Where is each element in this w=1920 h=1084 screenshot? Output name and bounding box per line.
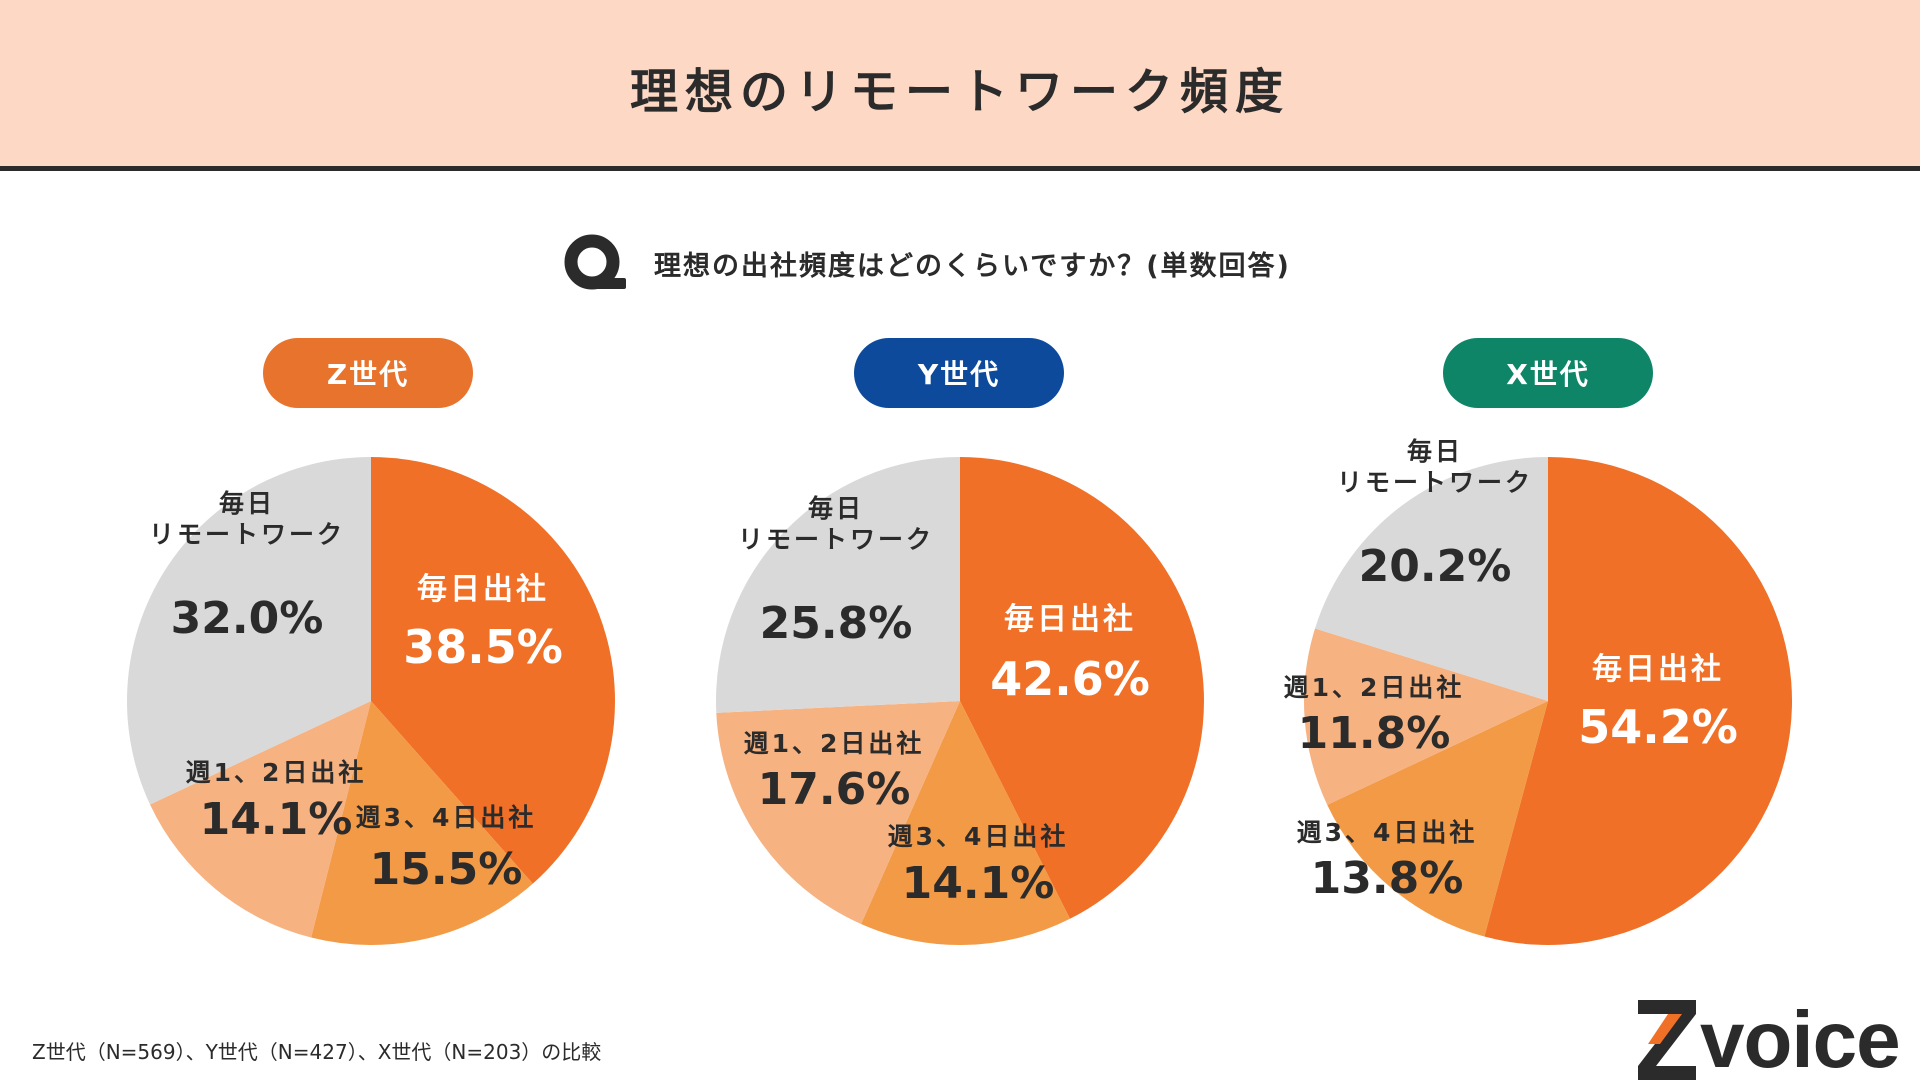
y-value-office-3-4-days: 14.1% xyxy=(902,858,1055,909)
y-slice-daily-office xyxy=(960,457,1204,919)
y-label-daily-office: 毎日出社 xyxy=(1004,602,1136,637)
x-value-daily-remote: 20.2% xyxy=(1359,541,1512,592)
z-label-daily-office: 毎日出社 xyxy=(417,572,549,607)
z-label-daily-remote: 毎日リモートワーク xyxy=(149,489,345,549)
y-gen-pill: Y世代 xyxy=(854,338,1064,408)
x-label-office-3-4-days: 週3、4日出社 xyxy=(1297,818,1478,847)
question-row: 理想の出社頻度はどのくらいですか？(単数回答) xyxy=(562,234,1291,292)
footnote: Z世代（N=569）、Y世代（N=427）、X世代（N=203）の比較 xyxy=(32,1040,602,1064)
y-slice-office-1-2-days xyxy=(716,701,960,925)
y-value-daily-office: 42.6% xyxy=(990,652,1150,706)
page-title: 理想のリモートワーク頻度 xyxy=(629,64,1290,120)
y-slice-daily-remote xyxy=(716,457,960,713)
y-label-office-3-4-days: 週3、4日出社 xyxy=(888,822,1069,851)
header-banner: 理想のリモートワーク頻度 xyxy=(0,0,1920,171)
x-value-office-1-2-days: 11.8% xyxy=(1298,708,1451,759)
z-gen-pill: Z世代 xyxy=(263,338,473,408)
z-logo-icon xyxy=(1638,1000,1696,1080)
x-slice-daily-office xyxy=(1484,457,1793,946)
y-value-daily-remote: 25.8% xyxy=(760,598,913,649)
x-slice-daily-remote xyxy=(1315,456,1548,701)
z-label-office-1-2-days: 週1、2日出社 xyxy=(186,758,367,787)
x-value-daily-office: 54.2% xyxy=(1578,700,1738,754)
z-value-daily-office: 38.5% xyxy=(403,620,563,674)
z-slice-daily-office xyxy=(371,457,616,884)
z-value-daily-remote: 32.0% xyxy=(171,593,324,644)
zvoice-logo: voice xyxy=(1638,995,1901,1084)
x-slice-office-1-2-days xyxy=(1303,628,1548,805)
x-value-office-3-4-days: 13.8% xyxy=(1311,853,1464,904)
x-label-daily-remote: 毎日リモートワーク xyxy=(1337,437,1533,497)
z-slice-office-3-4-days xyxy=(311,701,533,946)
z-value-office-1-2-days: 14.1% xyxy=(200,794,353,845)
y-value-office-1-2-days: 17.6% xyxy=(758,764,911,815)
y-slice-office-3-4-days xyxy=(861,701,1070,945)
z-label-office-3-4-days: 週3、4日出社 xyxy=(356,803,537,832)
x-gen-pill: X世代 xyxy=(1443,338,1653,408)
z-slice-daily-remote xyxy=(126,457,371,805)
q-icon xyxy=(564,234,626,290)
logo-text: voice xyxy=(1700,995,1901,1084)
z-slice-office-1-2-days xyxy=(150,701,371,938)
x-label-daily-office: 毎日出社 xyxy=(1592,652,1724,687)
y-label-daily-remote: 毎日リモートワーク xyxy=(738,494,934,554)
z-value-office-3-4-days: 15.5% xyxy=(370,844,523,895)
x-label-office-1-2-days: 週1、2日出社 xyxy=(1284,673,1465,702)
x-slice-office-3-4-days xyxy=(1327,701,1548,937)
question-text: 理想の出社頻度はどのくらいですか？(単数回答) xyxy=(654,250,1291,282)
y-label-office-1-2-days: 週1、2日出社 xyxy=(744,729,925,758)
